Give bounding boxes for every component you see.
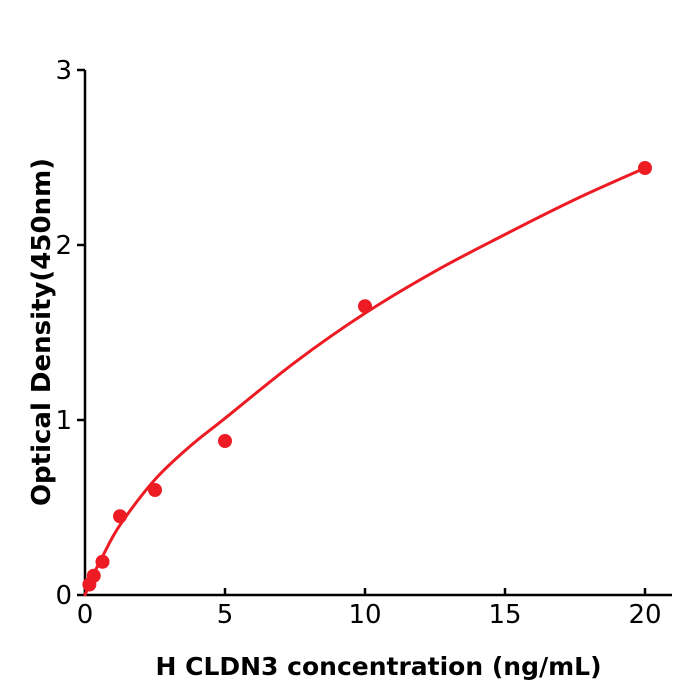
x-tick-label: 20 — [628, 600, 661, 630]
x-tick-label: 10 — [348, 600, 381, 630]
data-point — [113, 509, 127, 524]
x-axis-title: H CLDN3 concentration (ng/mL) — [155, 652, 602, 681]
data-point — [218, 434, 232, 448]
data-point — [358, 299, 372, 314]
y-tick-label: 2 — [55, 231, 72, 261]
y-axis-title: Optical Density(450nm) — [27, 157, 57, 507]
data-point — [148, 483, 162, 497]
y-tick-label: 0 — [55, 581, 72, 611]
y-tick-label: 1 — [55, 406, 72, 436]
x-tick-label: 15 — [488, 600, 521, 630]
y-tick-label: 3 — [55, 56, 72, 86]
x-tick-label: 5 — [217, 600, 234, 630]
x-tick-label: 0 — [77, 600, 94, 630]
data-point — [95, 554, 110, 569]
data-point — [86, 568, 101, 583]
fit-curve — [83, 166, 647, 597]
data-point — [638, 161, 652, 175]
